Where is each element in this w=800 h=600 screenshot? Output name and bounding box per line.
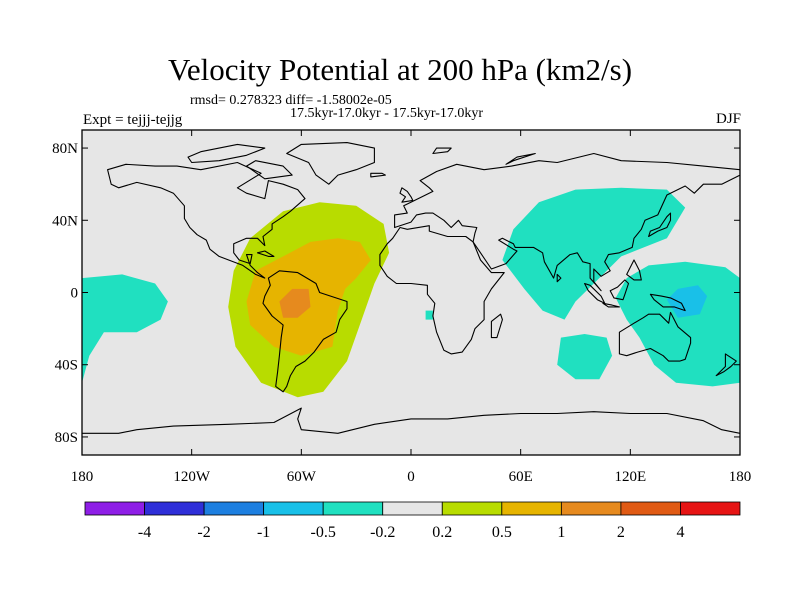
x-axis: 180 120W 60W 0 60E 120E 180 [71, 130, 752, 485]
coastline-antarctica [82, 407, 740, 434]
y-tick-label: 40N [52, 213, 78, 229]
x-tick-label: 120E [614, 469, 646, 485]
coastline-cuba [256, 250, 275, 257]
colorbar-swatch [144, 501, 205, 516]
region-amazon-maximum [279, 288, 311, 318]
coastline-new-zealand [715, 353, 737, 377]
y-axis: 80N 40N 0 40S 80S [52, 141, 740, 446]
colorbar-swatch [620, 501, 681, 516]
colorbar-swatch [501, 501, 562, 516]
x-tick-label: 60W [287, 469, 317, 485]
coastline-svalbard [432, 147, 452, 155]
coastline-south-america [262, 270, 348, 393]
coastline-baffin [245, 160, 293, 180]
colorbar-label: 4 [676, 524, 684, 541]
coastline-java [602, 302, 620, 308]
x-tick-label: 0 [407, 469, 415, 485]
coastlines [82, 142, 740, 434]
coastline-sri-lanka [556, 273, 562, 283]
y-tick-label: 40S [55, 358, 78, 374]
colorbar-label: 1 [557, 524, 565, 541]
region-west-pacific-core [666, 285, 708, 318]
coastline-philippines [626, 259, 642, 281]
coastline-japan [648, 212, 672, 238]
colorbar-swatch [441, 501, 503, 516]
colorbar-swatch [322, 501, 384, 516]
x-tick-label: 60E [509, 469, 533, 485]
y-tick-label: 0 [71, 286, 79, 302]
region-maritime-continent-negative [615, 261, 740, 387]
coastline-greenland [286, 142, 375, 185]
coastline-africa [379, 225, 505, 355]
y-tick-label: 80S [55, 430, 78, 446]
contour-fills [82, 187, 740, 398]
colorbar-swatch [680, 501, 741, 516]
coastline-madagascar [490, 313, 503, 339]
colorbar-swatch [560, 501, 622, 516]
colorbar-swatch [382, 501, 443, 516]
experiment-label: Expt = tejjj-tejjg [83, 112, 183, 128]
season-label: DJF [715, 111, 741, 127]
region-asia-negative [502, 187, 686, 320]
y-tick-label: 80N [52, 141, 78, 157]
coastline-iceland [370, 172, 386, 178]
coastline-australia [618, 311, 692, 362]
colorbar-label: -0.2 [370, 524, 395, 541]
coastline-eurasia [394, 152, 740, 292]
colorbar-label: 0.2 [432, 524, 452, 541]
coastline-new-guinea [649, 293, 686, 312]
rmsd-stats: rmsd= 0.278323 diff= -1.58002e-05 [190, 93, 392, 108]
colorbar-label: 0.5 [492, 524, 512, 541]
colorbar-label: -0.5 [311, 524, 336, 541]
colorbar-swatch [84, 501, 145, 516]
x-tick-label: 180 [729, 469, 752, 485]
coastline-novaya-zemlya [505, 152, 536, 165]
region-east-pacific-negative [82, 274, 168, 383]
colorbar-swatch [203, 501, 265, 516]
colorbar-swatch [263, 501, 324, 516]
coastline-britain [399, 187, 414, 203]
coastline-canadian-archipelago [187, 143, 266, 164]
coastline-north-america [107, 161, 306, 279]
coastline-borneo [609, 279, 630, 301]
colorbar-label: -4 [138, 524, 151, 541]
colorbar-label: -2 [197, 524, 210, 541]
region-atlantic-islet-negative [425, 310, 433, 320]
chart-subtitle: 17.5kyr-17.0kyr - 17.5kyr-17.0kyr [290, 106, 484, 121]
colorbar-label: 2 [617, 524, 625, 541]
colorbar: -4 -2 -1 -0.5 -0.2 0.2 0.5 1 2 4 [84, 501, 741, 541]
x-tick-label: 180 [71, 469, 94, 485]
x-tick-label: 120W [173, 469, 211, 485]
colorbar-label: -1 [257, 524, 270, 541]
chart-title: Velocity Potential at 200 hPa (km2/s) [167, 52, 633, 87]
region-indian-ocean-negative [557, 334, 613, 380]
